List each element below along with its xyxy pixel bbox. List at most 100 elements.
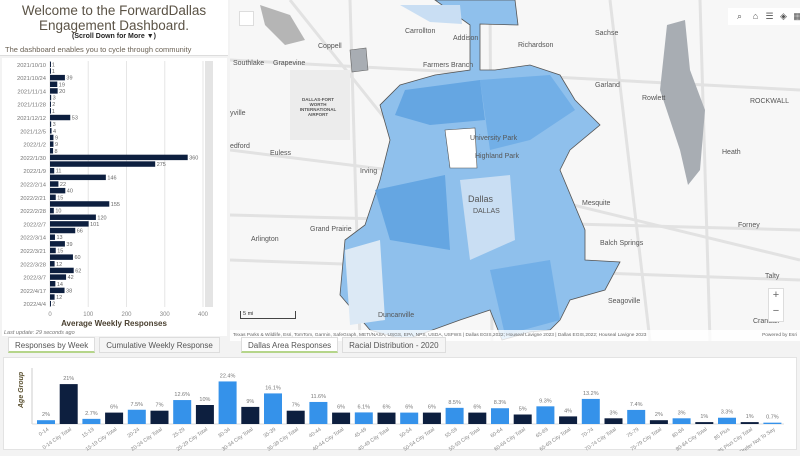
select-tool-button[interactable] (239, 11, 254, 26)
bar[interactable] (649, 420, 668, 424)
bar-value-label: 8.3% (494, 400, 507, 406)
bar[interactable] (286, 410, 305, 424)
bar[interactable] (513, 414, 532, 425)
bar[interactable] (50, 281, 56, 287)
bar[interactable] (604, 418, 623, 424)
bar[interactable] (50, 234, 55, 240)
zoom-out-button[interactable]: − (772, 305, 780, 317)
bar-value-label: 8 (55, 149, 58, 155)
bar[interactable] (50, 68, 51, 74)
scroll-hint: (Scroll Down for More ▼) (72, 33, 156, 40)
bar[interactable] (559, 416, 578, 424)
bar[interactable] (218, 381, 237, 424)
bar[interactable] (468, 412, 487, 424)
bar[interactable] (195, 405, 214, 424)
bar[interactable] (50, 108, 51, 114)
bar[interactable] (50, 207, 54, 214)
bar[interactable] (173, 400, 192, 424)
bar[interactable] (50, 81, 58, 87)
bar[interactable] (377, 412, 396, 424)
bar[interactable] (627, 409, 646, 424)
bar[interactable] (264, 393, 282, 424)
bar[interactable] (50, 254, 73, 260)
bar[interactable] (581, 398, 600, 424)
bar[interactable] (50, 128, 52, 134)
bar[interactable] (50, 247, 56, 254)
bar[interactable] (59, 384, 78, 424)
bar[interactable] (50, 227, 76, 234)
bar[interactable] (105, 412, 124, 424)
bar[interactable] (354, 412, 373, 424)
bar[interactable] (50, 274, 67, 280)
bar[interactable] (309, 401, 328, 424)
layers-icon[interactable]: ◈ (780, 11, 787, 21)
bar[interactable] (50, 300, 51, 307)
category-label: 2022/3/28 (20, 262, 46, 268)
bar[interactable] (50, 74, 65, 81)
bar[interactable] (50, 241, 65, 247)
map-canvas[interactable] (230, 0, 800, 341)
bar[interactable] (536, 406, 555, 424)
bar[interactable] (718, 417, 736, 424)
dallas-map[interactable]: Coppell Carrollton Addison Richardson Sachse… (230, 0, 800, 341)
bar[interactable] (50, 101, 51, 107)
search-icon[interactable]: ⌕ (736, 11, 743, 21)
bar[interactable] (150, 410, 169, 424)
bar-value-label: 6% (110, 405, 118, 411)
bar[interactable] (50, 287, 65, 294)
bar[interactable] (37, 420, 55, 424)
scrollbar[interactable] (205, 61, 213, 307)
bar[interactable] (672, 418, 691, 424)
bar[interactable] (50, 61, 51, 68)
map-label: Crandall (753, 318, 780, 325)
bar-value-label: 2.7% (85, 411, 98, 417)
bar[interactable] (491, 408, 509, 424)
map-attribution: Texas Parks & Wildlife, Esri, TomTom, Ga… (230, 330, 800, 341)
bar[interactable] (50, 161, 156, 167)
category-label: 35-39 (263, 427, 278, 440)
bar[interactable] (50, 141, 54, 147)
bar[interactable] (50, 154, 188, 161)
bar[interactable] (50, 201, 110, 207)
bar[interactable] (740, 422, 759, 424)
bar[interactable] (50, 294, 55, 300)
bar[interactable] (50, 187, 66, 194)
bar[interactable] (50, 261, 55, 267)
bar[interactable] (50, 114, 71, 121)
bar[interactable] (50, 221, 89, 227)
legend-icon[interactable]: ☰ (765, 11, 774, 21)
basemap-gallery-icon[interactable]: ▦ (793, 11, 800, 21)
bar[interactable] (400, 412, 419, 424)
zoom-in-button[interactable]: + (772, 289, 780, 301)
home-icon[interactable]: ⌂ (752, 11, 759, 21)
bar-value-label: 9% (246, 399, 254, 405)
bar[interactable] (50, 134, 54, 141)
bar[interactable] (332, 412, 351, 424)
bar-value-label: 2% (655, 412, 663, 418)
bar[interactable] (50, 167, 55, 174)
bar[interactable] (50, 181, 59, 187)
bar[interactable] (50, 267, 74, 274)
bar[interactable] (127, 409, 146, 424)
bar[interactable] (50, 214, 96, 220)
bar[interactable] (50, 174, 106, 181)
bar[interactable] (445, 407, 464, 424)
tab-racial-distribution[interactable]: Racial Distribution - 2020 (342, 337, 446, 353)
y-axis-label: Age Group (18, 371, 25, 409)
bar[interactable] (82, 418, 101, 424)
tab-dallas-area-responses[interactable]: Dallas Area Responses (241, 337, 339, 353)
bar[interactable] (422, 412, 441, 424)
tab-cumulative-weekly-response[interactable]: Cumulative Weekly Response (99, 337, 220, 353)
bar[interactable] (50, 94, 52, 101)
tab-responses-by-week[interactable]: Responses by Week (8, 337, 96, 353)
bar[interactable] (50, 121, 52, 127)
powered-by-esri[interactable]: Powered by Esri (762, 333, 797, 338)
bar[interactable] (241, 406, 260, 424)
bar-value-label: 22 (60, 182, 66, 188)
bar[interactable] (50, 88, 58, 94)
bar[interactable] (763, 422, 782, 424)
bar[interactable] (50, 194, 56, 201)
bar-value-label: 11.6% (311, 394, 326, 400)
bar[interactable] (50, 148, 54, 154)
bar[interactable] (695, 422, 714, 424)
